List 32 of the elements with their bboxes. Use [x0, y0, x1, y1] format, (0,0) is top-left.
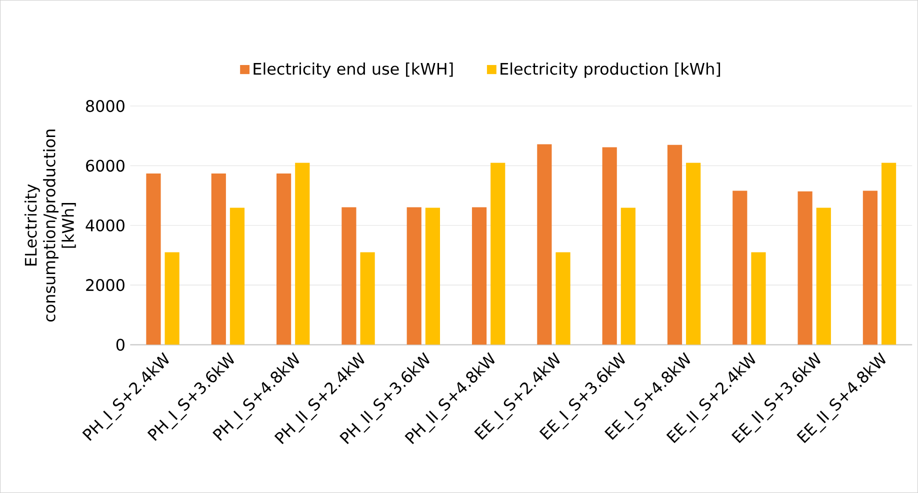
- bar: [230, 208, 245, 345]
- bar: [146, 173, 161, 345]
- bar: [881, 162, 896, 345]
- bar: [862, 190, 878, 345]
- bar: [211, 173, 226, 345]
- bar: [667, 144, 682, 345]
- y-tick-label: 0: [116, 338, 124, 351]
- bar: [276, 173, 292, 345]
- bar: [686, 162, 701, 345]
- bar: [472, 207, 487, 345]
- y-tick-label: 8000: [86, 100, 124, 112]
- bar: [816, 208, 831, 345]
- y-tick-label: 2000: [86, 279, 124, 292]
- legend-label: Electricity production [kWh]: [500, 62, 720, 78]
- bar: [751, 252, 766, 345]
- bar: [295, 162, 310, 345]
- bar: [798, 191, 812, 345]
- y-axis-title: ELectricity consumption/production [kWh]: [24, 130, 76, 322]
- y-tick-label: 6000: [86, 160, 124, 172]
- legend-label: Electricity end use [kWH]: [254, 62, 453, 78]
- bar: [164, 252, 180, 345]
- bar: [406, 207, 422, 345]
- bar: [732, 190, 748, 345]
- bar: [425, 208, 440, 345]
- bar: [360, 252, 375, 345]
- y-tick-label: 4000: [86, 219, 124, 232]
- bar: [342, 207, 356, 345]
- bar: [490, 162, 506, 345]
- bar: [602, 147, 617, 345]
- bar: [556, 252, 570, 345]
- bar: [537, 144, 552, 345]
- bar: [620, 208, 636, 345]
